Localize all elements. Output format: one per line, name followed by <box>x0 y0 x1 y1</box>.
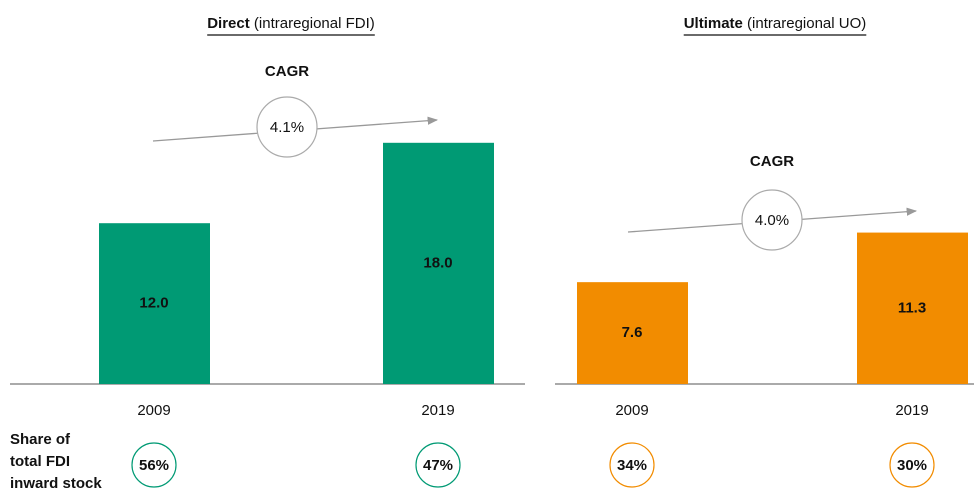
share-circle <box>889 442 935 488</box>
chart-subtitle: (intraregional UO) <box>743 15 866 32</box>
cagr-value: 4.1% <box>270 119 304 136</box>
annotation: CAGR <box>750 153 794 170</box>
share-circle <box>415 442 461 488</box>
value-label: 12.0 <box>139 295 168 312</box>
share-label: 47% <box>423 457 453 474</box>
annotation: CAGR <box>265 63 309 80</box>
bar <box>577 282 688 384</box>
share-label: 30% <box>897 457 927 474</box>
x-tick-label: 2019 <box>421 402 454 419</box>
row-label: total FDI <box>10 453 70 470</box>
cagr-value: 4.0% <box>755 212 789 229</box>
chart-subtitle: (intraregional FDI) <box>250 15 375 32</box>
value-label: 11.3 <box>898 299 926 316</box>
share-circle <box>609 442 655 488</box>
cagr-circle <box>256 96 318 158</box>
chart-title: Ultimate (intraregional UO) <box>684 15 867 32</box>
x-tick-label: 2009 <box>137 402 170 419</box>
chart-title-bold: Ultimate <box>684 15 743 32</box>
share-label: 34% <box>617 457 647 474</box>
value-label: 18.0 <box>423 254 452 271</box>
x-tick-label: 2009 <box>615 402 648 419</box>
share-circle <box>131 442 177 488</box>
row-label: inward stock <box>10 475 102 492</box>
x-tick-label: 2019 <box>895 402 928 419</box>
cagr-circle <box>741 189 803 251</box>
chart-title-bold: Direct <box>207 15 250 32</box>
bar <box>857 232 968 384</box>
chart-title: Direct (intraregional FDI) <box>207 15 375 32</box>
row-label: Share of <box>10 431 71 448</box>
bar <box>99 223 210 384</box>
value-label: 7.6 <box>622 324 643 341</box>
share-label: 56% <box>139 457 169 474</box>
bar <box>383 142 494 384</box>
